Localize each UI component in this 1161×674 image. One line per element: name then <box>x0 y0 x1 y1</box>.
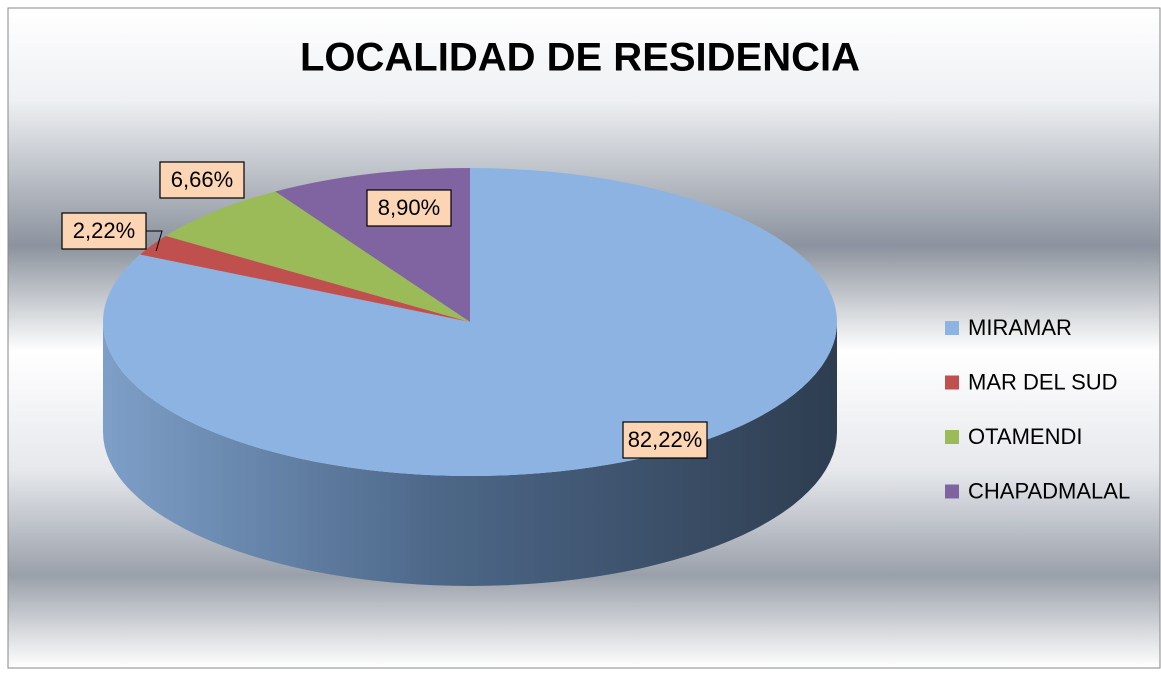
data-label-box <box>159 161 245 199</box>
data-label: 2,22% <box>73 218 135 243</box>
data-label-box <box>366 189 452 227</box>
legend-label: CHAPADMALAL <box>968 478 1130 503</box>
leader-line <box>146 230 163 252</box>
legend-label: OTAMENDI <box>968 424 1082 449</box>
pie-side <box>103 322 837 586</box>
legend-swatch <box>945 484 959 499</box>
legend-swatch <box>945 375 959 390</box>
data-label-box <box>622 421 708 459</box>
chart-title: LOCALIDAD DE RESIDENCIA <box>300 36 860 80</box>
legend-swatch <box>945 430 959 444</box>
pie-slice <box>140 235 471 322</box>
data-label-box <box>61 212 147 250</box>
pie-slice <box>103 168 838 477</box>
data-label: 82,22% <box>628 427 703 452</box>
legend-label: MIRAMAR <box>968 315 1072 340</box>
pie-slice <box>165 191 470 322</box>
data-label: 8,90% <box>378 195 440 220</box>
legend-swatch <box>945 321 959 335</box>
legend-label: MAR DEL SUD <box>968 369 1118 394</box>
data-label: 6,66% <box>171 167 233 192</box>
